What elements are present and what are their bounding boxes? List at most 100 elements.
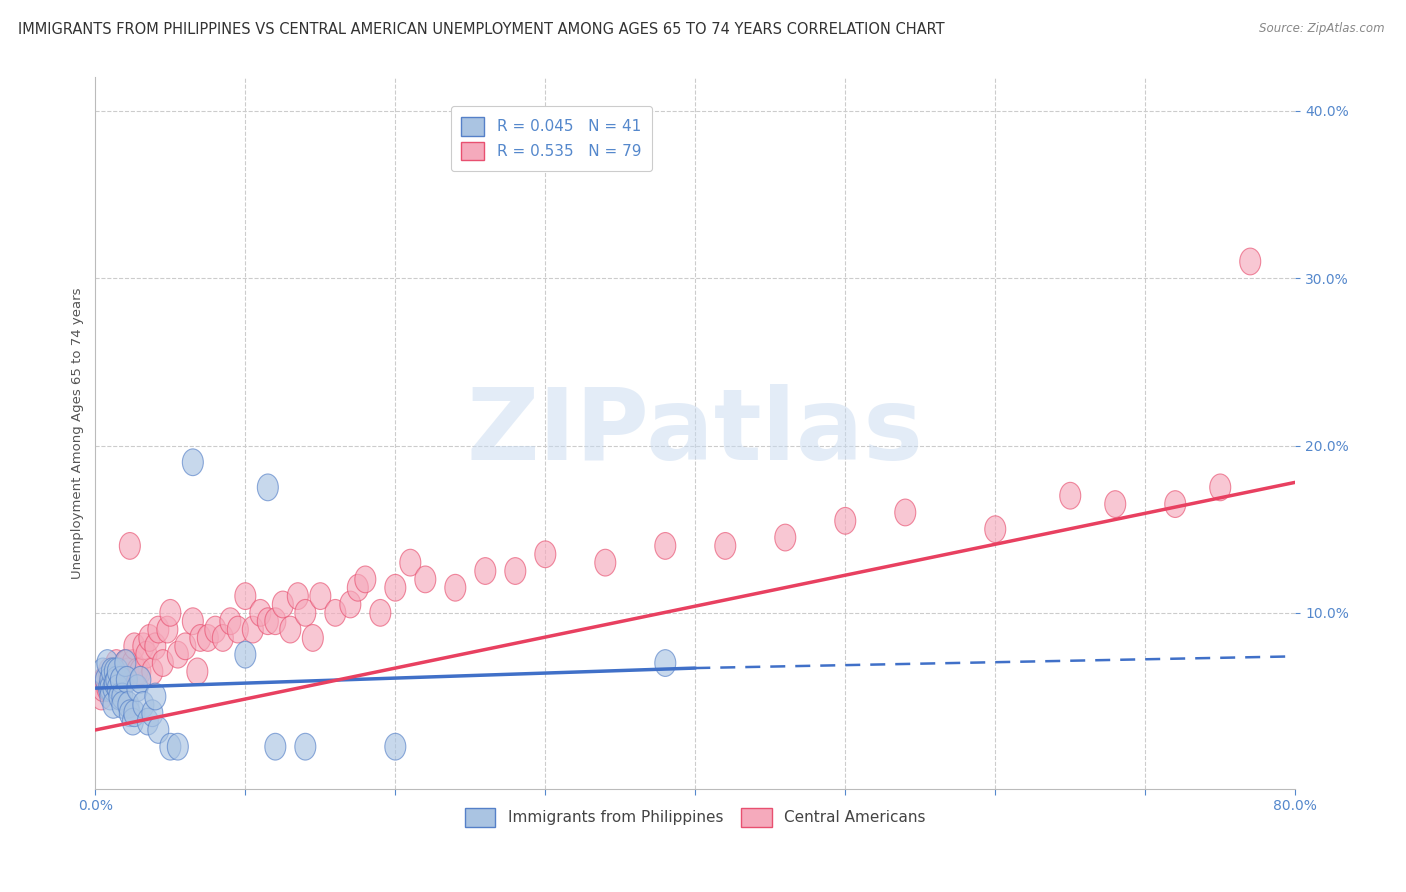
Ellipse shape bbox=[100, 666, 121, 693]
Ellipse shape bbox=[100, 666, 121, 693]
Ellipse shape bbox=[325, 599, 346, 626]
Ellipse shape bbox=[104, 670, 125, 697]
Ellipse shape bbox=[160, 733, 181, 760]
Ellipse shape bbox=[197, 624, 218, 651]
Ellipse shape bbox=[122, 708, 143, 735]
Ellipse shape bbox=[112, 691, 132, 718]
Ellipse shape bbox=[302, 624, 323, 651]
Ellipse shape bbox=[347, 574, 368, 601]
Ellipse shape bbox=[775, 524, 796, 551]
Ellipse shape bbox=[219, 607, 240, 634]
Ellipse shape bbox=[295, 733, 316, 760]
Ellipse shape bbox=[97, 649, 118, 676]
Ellipse shape bbox=[264, 607, 285, 634]
Ellipse shape bbox=[107, 658, 128, 685]
Ellipse shape bbox=[183, 607, 204, 634]
Ellipse shape bbox=[399, 549, 420, 576]
Ellipse shape bbox=[385, 574, 406, 601]
Ellipse shape bbox=[105, 649, 127, 676]
Ellipse shape bbox=[212, 624, 233, 651]
Ellipse shape bbox=[415, 566, 436, 593]
Ellipse shape bbox=[104, 666, 125, 693]
Ellipse shape bbox=[112, 658, 132, 685]
Ellipse shape bbox=[101, 658, 122, 685]
Ellipse shape bbox=[444, 574, 465, 601]
Ellipse shape bbox=[984, 516, 1005, 542]
Ellipse shape bbox=[242, 616, 263, 643]
Ellipse shape bbox=[101, 658, 122, 685]
Ellipse shape bbox=[136, 641, 157, 668]
Ellipse shape bbox=[117, 666, 138, 693]
Ellipse shape bbox=[1164, 491, 1185, 517]
Ellipse shape bbox=[107, 666, 128, 693]
Ellipse shape bbox=[127, 674, 148, 701]
Ellipse shape bbox=[124, 633, 145, 660]
Ellipse shape bbox=[264, 733, 285, 760]
Ellipse shape bbox=[91, 683, 112, 710]
Ellipse shape bbox=[475, 558, 496, 584]
Ellipse shape bbox=[142, 700, 163, 727]
Ellipse shape bbox=[120, 533, 141, 559]
Ellipse shape bbox=[257, 474, 278, 500]
Ellipse shape bbox=[295, 599, 316, 626]
Ellipse shape bbox=[152, 649, 173, 676]
Ellipse shape bbox=[118, 691, 139, 718]
Ellipse shape bbox=[100, 683, 121, 710]
Ellipse shape bbox=[1105, 491, 1126, 517]
Ellipse shape bbox=[273, 591, 294, 618]
Ellipse shape bbox=[124, 700, 145, 727]
Ellipse shape bbox=[160, 599, 181, 626]
Ellipse shape bbox=[122, 649, 143, 676]
Ellipse shape bbox=[104, 658, 125, 685]
Ellipse shape bbox=[1240, 248, 1261, 275]
Ellipse shape bbox=[157, 616, 177, 643]
Ellipse shape bbox=[1060, 483, 1081, 509]
Ellipse shape bbox=[129, 658, 150, 685]
Ellipse shape bbox=[142, 658, 163, 685]
Ellipse shape bbox=[148, 616, 169, 643]
Ellipse shape bbox=[187, 658, 208, 685]
Ellipse shape bbox=[107, 674, 128, 701]
Ellipse shape bbox=[103, 674, 124, 701]
Ellipse shape bbox=[257, 607, 278, 634]
Ellipse shape bbox=[183, 449, 204, 475]
Ellipse shape bbox=[1209, 474, 1230, 500]
Ellipse shape bbox=[103, 658, 124, 685]
Ellipse shape bbox=[340, 591, 361, 618]
Ellipse shape bbox=[120, 700, 141, 727]
Ellipse shape bbox=[167, 733, 188, 760]
Ellipse shape bbox=[250, 599, 271, 626]
Ellipse shape bbox=[94, 666, 115, 693]
Ellipse shape bbox=[228, 616, 249, 643]
Ellipse shape bbox=[114, 666, 135, 693]
Ellipse shape bbox=[105, 666, 127, 693]
Ellipse shape bbox=[655, 649, 676, 676]
Ellipse shape bbox=[110, 666, 131, 693]
Ellipse shape bbox=[97, 674, 118, 701]
Ellipse shape bbox=[103, 691, 124, 718]
Ellipse shape bbox=[385, 733, 406, 760]
Ellipse shape bbox=[148, 716, 169, 743]
Ellipse shape bbox=[190, 624, 211, 651]
Ellipse shape bbox=[287, 582, 308, 609]
Ellipse shape bbox=[505, 558, 526, 584]
Ellipse shape bbox=[100, 674, 121, 701]
Ellipse shape bbox=[132, 691, 153, 718]
Ellipse shape bbox=[108, 658, 129, 685]
Ellipse shape bbox=[309, 582, 330, 609]
Ellipse shape bbox=[138, 708, 159, 735]
Ellipse shape bbox=[112, 683, 132, 710]
Ellipse shape bbox=[98, 674, 120, 701]
Ellipse shape bbox=[595, 549, 616, 576]
Ellipse shape bbox=[115, 649, 136, 676]
Ellipse shape bbox=[894, 499, 915, 526]
Ellipse shape bbox=[127, 658, 148, 685]
Ellipse shape bbox=[110, 658, 131, 685]
Ellipse shape bbox=[370, 599, 391, 626]
Ellipse shape bbox=[129, 666, 150, 693]
Ellipse shape bbox=[145, 633, 166, 660]
Ellipse shape bbox=[96, 666, 117, 693]
Ellipse shape bbox=[235, 582, 256, 609]
Ellipse shape bbox=[235, 641, 256, 668]
Ellipse shape bbox=[167, 641, 188, 668]
